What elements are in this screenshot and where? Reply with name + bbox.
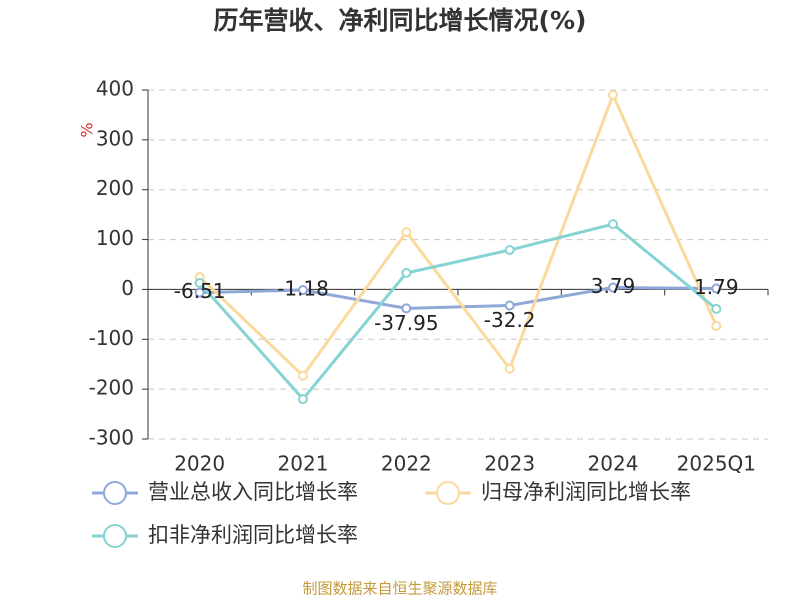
y-tick-label: 0 — [121, 276, 134, 300]
chart-title: 历年营收、净利同比增长情况(%) — [214, 6, 587, 35]
y-tick-label: 400 — [96, 77, 134, 101]
x-tick-label: 2023 — [484, 452, 535, 476]
data-point — [194, 277, 205, 288]
data-point — [401, 303, 412, 314]
series-line — [198, 91, 718, 378]
data-point — [608, 219, 618, 230]
data-point — [711, 283, 722, 294]
legend-marker — [103, 524, 127, 548]
x-tick-label: 2025Q1 — [677, 452, 756, 476]
series-line — [199, 286, 717, 310]
y-tick-label: -200 — [89, 376, 134, 400]
data-label: 1.79 — [694, 275, 739, 299]
data-point — [298, 285, 308, 296]
y-tick-label: 100 — [96, 226, 134, 250]
data-point — [504, 245, 515, 256]
x-tick-label: 2021 — [278, 452, 329, 476]
x-tick-label: 2020 — [174, 452, 225, 476]
data-point — [711, 320, 722, 331]
data-label: -37.95 — [374, 311, 438, 335]
source-note: 制图数据来自恒生聚源数据库 — [302, 580, 497, 598]
data-point — [298, 370, 308, 381]
data-point — [401, 227, 412, 238]
y-tick-label: -100 — [89, 326, 134, 350]
x-tick-label: 2022 — [381, 452, 432, 476]
data-point — [298, 394, 308, 405]
data-point — [711, 303, 722, 314]
y-axis-label: % — [78, 122, 97, 137]
data-point — [194, 287, 205, 298]
legend-marker — [436, 481, 460, 505]
legend-label: 营业总收入同比增长率 — [148, 480, 358, 504]
y-tick-label: 300 — [96, 126, 134, 150]
legend-label: 归母净利润同比增长率 — [481, 480, 691, 504]
data-point — [504, 363, 515, 374]
legend-marker — [103, 481, 127, 505]
data-label: -1.18 — [277, 277, 329, 301]
data-point — [608, 89, 618, 100]
x-tick-label: 2024 — [588, 452, 639, 476]
legend-label: 扣非净利润同比增长率 — [148, 523, 358, 547]
data-point — [401, 267, 412, 278]
data-point — [608, 282, 618, 293]
y-tick-label: -300 — [89, 426, 134, 450]
data-point — [504, 300, 515, 311]
series-line — [198, 222, 718, 402]
data-label: 3.79 — [591, 274, 636, 298]
y-tick-label: 200 — [96, 176, 134, 200]
data-label: -32.2 — [484, 308, 536, 332]
data-label: -6.51 — [174, 279, 226, 303]
